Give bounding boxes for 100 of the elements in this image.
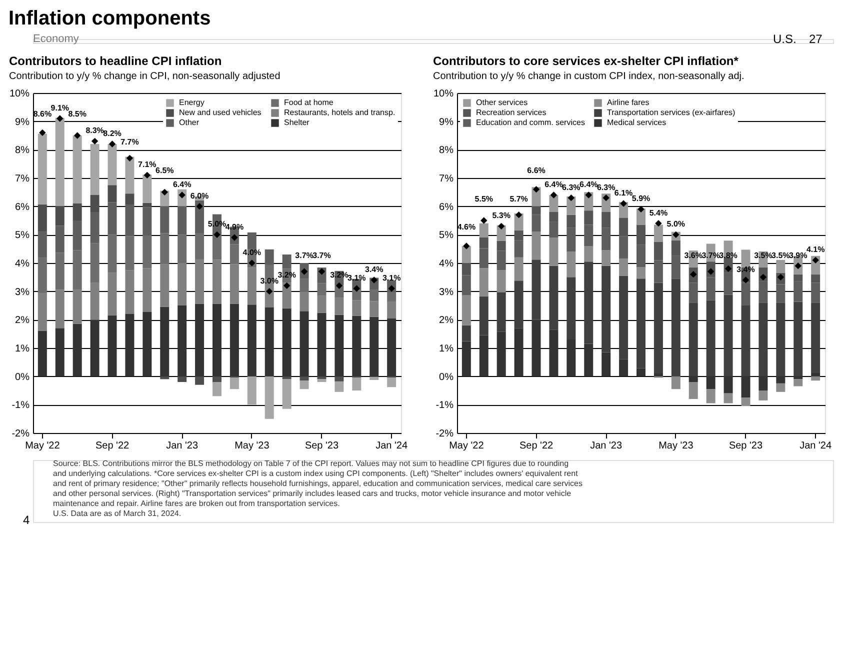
legend-label: Medical services	[607, 118, 666, 127]
bar	[387, 318, 396, 376]
point	[602, 194, 610, 202]
bar	[794, 379, 803, 386]
bar	[142, 202, 152, 208]
bar	[282, 379, 292, 409]
bar	[334, 376, 344, 382]
bar	[532, 320, 541, 376]
bar	[352, 300, 362, 316]
data-label: 3.9%	[789, 250, 808, 260]
text: maintenance and repair. Airline fares are broken out from transportation services.	[53, 499, 340, 508]
point	[126, 154, 134, 162]
bar	[125, 156, 134, 194]
bar	[55, 290, 64, 328]
y-tick-label: 6%	[439, 202, 454, 213]
bar	[352, 290, 362, 300]
data-label: 3.1%	[382, 274, 401, 282]
bar	[636, 267, 646, 279]
x-tick-label: Sep '22	[95, 440, 130, 452]
bar	[38, 204, 47, 232]
bar	[195, 304, 204, 376]
bar	[724, 294, 733, 376]
bar	[195, 232, 204, 260]
legend-label: Other services	[476, 98, 528, 107]
bar	[387, 378, 396, 388]
bar	[108, 144, 117, 186]
bar	[671, 376, 680, 390]
bar	[90, 320, 100, 376]
data-label: 5.0%	[208, 220, 226, 229]
text: Economy	[33, 33, 80, 45]
bar	[462, 325, 471, 342]
data-label: 8.5%	[68, 109, 86, 118]
data-label: 6.4%	[172, 180, 192, 189]
chart-subtitle: Contribution to y/y % change in CPI, non-seasonally adjusted	[8, 71, 280, 82]
bar	[178, 263, 187, 306]
bar	[584, 246, 594, 262]
bar	[549, 195, 558, 212]
data-label: 7.7%	[120, 138, 139, 147]
bar	[776, 383, 786, 392]
point	[248, 260, 256, 266]
bar	[462, 246, 471, 263]
bar	[741, 306, 750, 376]
legend-label: Food at home	[284, 98, 334, 107]
data-label: 3.2%	[278, 270, 296, 280]
bar	[38, 258, 47, 294]
legend-label: Transportation services (ex-airfares)	[607, 108, 736, 117]
bar	[317, 379, 326, 382]
point	[91, 138, 98, 145]
point	[480, 217, 488, 224]
bar	[706, 300, 716, 376]
bar	[794, 302, 803, 376]
bar	[370, 301, 379, 317]
data-label: 5.9%	[632, 194, 650, 204]
data-label: 8.6%	[33, 109, 52, 118]
point	[638, 206, 644, 213]
bar	[370, 316, 379, 376]
data-label: 3.5%	[754, 251, 772, 260]
bar	[90, 144, 100, 195]
bar	[195, 376, 204, 385]
bar	[654, 374, 663, 376]
bar	[811, 376, 820, 381]
bar	[514, 280, 524, 328]
bar	[264, 307, 274, 376]
y-tick-label: 1%	[15, 344, 30, 354]
data-label: 9.1%	[50, 104, 69, 112]
data-label: 4.9%	[225, 222, 244, 232]
chart-subtitle: Contribution to y/y % change in custom CPI index, non-seasonally adj.	[432, 71, 744, 82]
bar	[514, 257, 524, 281]
bar	[602, 352, 611, 376]
y-tick-label: 9%	[15, 116, 30, 128]
bar	[352, 316, 362, 376]
point	[214, 231, 220, 238]
bar	[334, 381, 344, 392]
bar	[566, 252, 576, 278]
bar	[776, 376, 786, 384]
bar	[247, 304, 256, 376]
x-tick-label: Jan '24	[376, 440, 408, 452]
data-label: 8.2%	[103, 129, 122, 138]
bar	[160, 206, 170, 234]
bar	[125, 236, 134, 270]
y-tick-label: 2%	[15, 315, 30, 326]
y-tick-label: 5%	[439, 230, 454, 242]
bar	[602, 266, 611, 352]
bar	[549, 266, 558, 330]
bar	[566, 340, 576, 376]
x-tick-label: Sep '23	[728, 440, 763, 452]
bar	[38, 330, 47, 376]
bar	[108, 315, 117, 376]
bar	[317, 283, 326, 296]
y-tick-label: -1%	[12, 400, 30, 412]
data-label: 6.1%	[614, 188, 633, 198]
y-tick-label: 10%	[9, 88, 30, 100]
bar	[230, 264, 239, 304]
bar	[619, 276, 628, 360]
bar	[776, 260, 786, 273]
x-tick-label: Jan '23	[590, 440, 622, 452]
bar	[38, 293, 47, 331]
bar	[108, 202, 117, 235]
legend-label: Energy	[179, 98, 204, 107]
y-tick-label: 10%	[433, 88, 454, 100]
